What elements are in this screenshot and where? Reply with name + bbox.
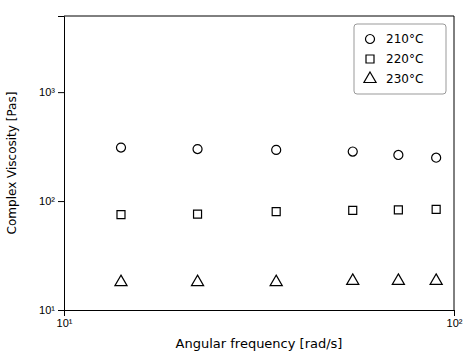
point: [349, 206, 357, 214]
frame-top: [64, 16, 454, 17]
point: [432, 153, 441, 162]
chart: 10¹ 10² 10¹ 10² 10³ 210°C 220°C 230°C Angular fr…: [0, 0, 474, 358]
x-tick: 10²: [447, 310, 463, 329]
x-tick-label: 10¹: [57, 317, 73, 329]
y-tick-label: 10²: [39, 195, 55, 207]
legend-symbol: [366, 55, 374, 63]
x-axis-line: [65, 311, 455, 317]
legend-label: 230°C: [386, 72, 423, 86]
y-tick: 10²: [39, 195, 64, 207]
x-tick: 10¹: [57, 310, 73, 329]
legend-symbol: [365, 34, 374, 43]
x-tick-mark: [454, 310, 455, 316]
series: [117, 205, 440, 218]
point: [194, 210, 202, 218]
y-axis-line: [58, 17, 65, 311]
point: [272, 145, 281, 154]
legend: 210°C 220°C 230°C: [354, 24, 446, 94]
series: [115, 274, 442, 286]
y-axis: 10¹ 10² 10³: [39, 17, 64, 317]
y-tick-label: 10³: [39, 86, 55, 98]
legend-item: 210°C: [365, 32, 423, 46]
legend-label: 220°C: [386, 52, 423, 66]
point: [430, 274, 442, 285]
point: [347, 274, 359, 285]
y-tick-mark: [58, 310, 64, 311]
point: [115, 275, 127, 286]
point: [193, 145, 202, 154]
point: [191, 275, 203, 286]
plot: 10¹ 10² 10¹ 10² 10³ 210°C 220°C 230°C: [39, 16, 463, 329]
frame-right: [454, 16, 455, 310]
chart-container: 10¹ 10² 10¹ 10² 10³ 210°C 220°C 230°C Angular fr…: [0, 0, 474, 358]
legend-item: 230°C: [364, 72, 423, 86]
x-tick-label: 10²: [447, 317, 463, 329]
legend-box: [354, 24, 446, 94]
legend-label: 210°C: [386, 32, 423, 46]
x-axis: 10¹ 10²: [57, 310, 463, 329]
y-tick-mark: [58, 201, 64, 202]
point: [394, 150, 403, 159]
y-tick: 10¹: [39, 304, 64, 316]
legend-symbol: [364, 72, 376, 83]
x-axis-title: Angular frequency [rad/s]: [176, 336, 343, 351]
points: [115, 143, 442, 286]
y-tick-mark: [58, 92, 64, 93]
point: [270, 275, 282, 286]
point: [394, 206, 402, 214]
point: [392, 274, 404, 285]
point: [348, 147, 357, 156]
y-axis-title: Complex Viscosity [Pas]: [5, 92, 19, 235]
series: [116, 143, 440, 162]
point: [116, 143, 125, 152]
legend-item: 220°C: [366, 52, 423, 66]
y-tick: 10³: [39, 86, 64, 98]
point: [432, 205, 440, 213]
y-tick-label: 10¹: [39, 304, 55, 316]
point: [117, 211, 125, 219]
point: [272, 208, 280, 216]
